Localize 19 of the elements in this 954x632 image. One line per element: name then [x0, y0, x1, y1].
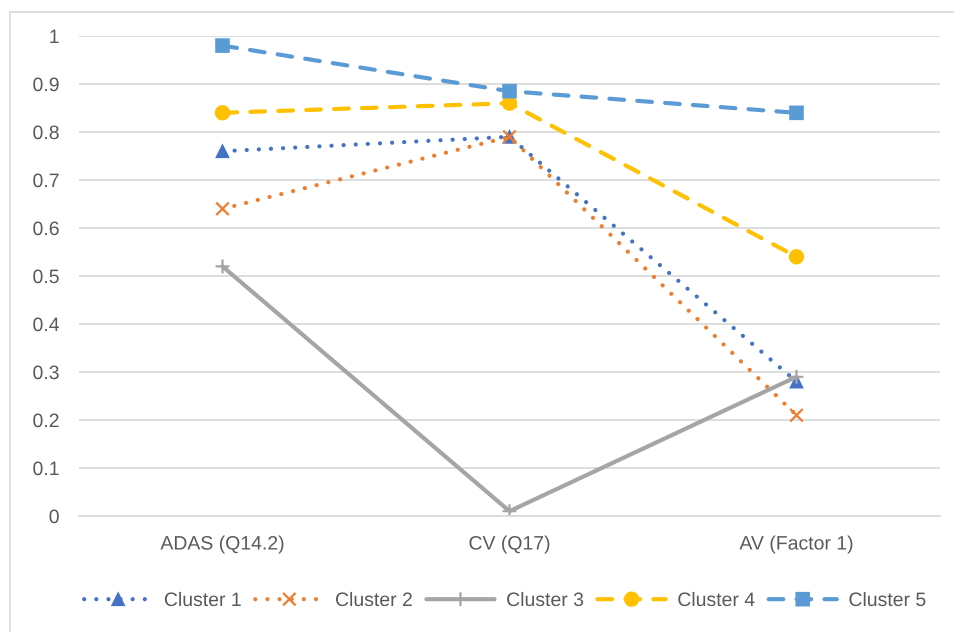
y-tick-label: 0.7: [33, 173, 59, 188]
y-tick-label: 0.3: [33, 365, 59, 380]
y-tick-label: 0: [50, 509, 59, 524]
y-tick-label: 0.4: [33, 317, 59, 332]
y-tick-label: 0.6: [33, 221, 59, 236]
y-tick-label: 0.5: [33, 269, 59, 284]
y-tick-label: 0.9: [33, 77, 59, 92]
legend-label: Cluster 1: [164, 592, 241, 606]
legend-label: Cluster 5: [849, 592, 926, 606]
y-tick-label: 0.8: [33, 125, 59, 140]
x-tick-label: CV (Q17): [469, 535, 550, 554]
y-tick-label: 0.1: [33, 461, 59, 476]
x-tick-label: AV (Factor 1): [739, 535, 852, 554]
legend-label: Cluster 3: [507, 592, 584, 606]
y-tick-label: 1: [50, 30, 59, 44]
y-tick-label: 0.2: [33, 413, 59, 428]
legend-label: Cluster 4: [678, 592, 755, 606]
legend-label: Cluster 2: [336, 592, 412, 606]
x-tick-label: ADAS (Q14.2): [160, 535, 284, 554]
